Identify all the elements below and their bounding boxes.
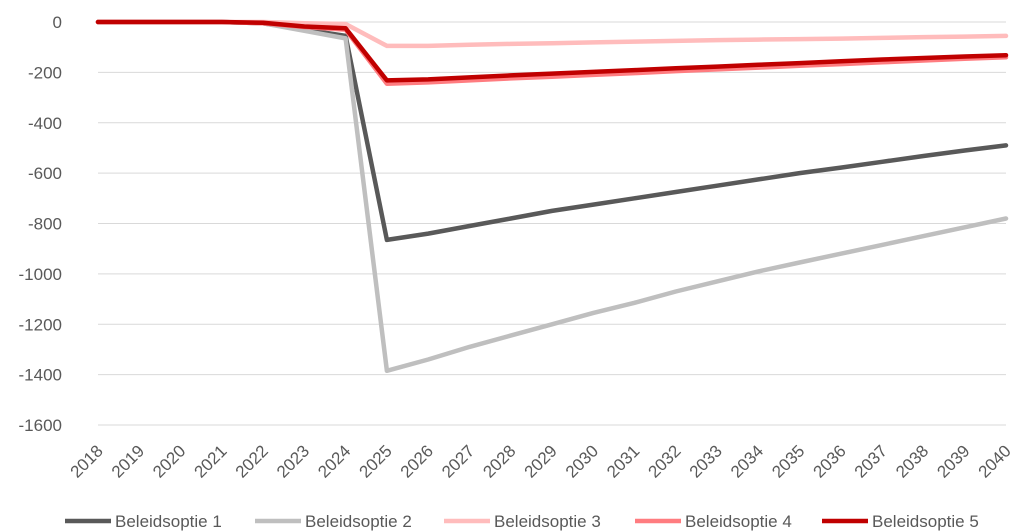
- y-tick-label: 0: [53, 13, 62, 32]
- x-tick-label: 2024: [314, 441, 354, 481]
- legend-item: Beleidsoptie 3: [444, 512, 601, 531]
- x-tick-label: 2027: [438, 441, 478, 481]
- y-tick-label: -1200: [19, 315, 62, 334]
- legend-item: Beleidsoptie 5: [822, 512, 979, 531]
- legend-item: Beleidsoptie 2: [255, 512, 412, 531]
- legend-label: Beleidsoptie 5: [872, 512, 979, 531]
- legend-label: Beleidsoptie 2: [305, 512, 412, 531]
- x-tick-label: 2021: [190, 441, 230, 481]
- legend-item: Beleidsoptie 4: [635, 512, 792, 531]
- x-tick-label: 2028: [479, 441, 519, 481]
- legend-label: Beleidsoptie 3: [494, 512, 601, 531]
- x-tick-label: 2018: [67, 441, 107, 481]
- x-tick-label: 2034: [727, 441, 767, 481]
- x-tick-label: 2029: [521, 441, 561, 481]
- legend: Beleidsoptie 1 Beleidsoptie 2 Beleidsoptie…: [65, 512, 979, 531]
- x-tick-label: 2020: [149, 441, 189, 481]
- x-tick-label: 2022: [232, 441, 272, 481]
- y-tick-label: -1400: [19, 366, 62, 385]
- x-tick-label: 2023: [273, 441, 313, 481]
- x-tick-label: 2032: [644, 441, 684, 481]
- x-tick-label: 2038: [892, 441, 932, 481]
- legend-label: Beleidsoptie 1: [115, 512, 222, 531]
- series-line: [95, 19, 1009, 49]
- y-tick-label: -800: [28, 215, 62, 234]
- series-line: [95, 19, 1009, 83]
- x-axis-tick-labels: 2018 2019 2020 2021 2022 2023 2024 2025 2026 2027…: [67, 441, 1015, 481]
- y-tick-label: -1000: [19, 265, 62, 284]
- x-tick-label: 2030: [562, 441, 602, 481]
- series-line: [95, 19, 1009, 243]
- x-tick-label: 2026: [397, 441, 437, 481]
- x-tick-label: 2025: [356, 441, 396, 481]
- legend-item: Beleidsoptie 1: [65, 512, 222, 531]
- x-tick-label: 2036: [810, 441, 850, 481]
- x-tick-label: 2019: [108, 441, 148, 481]
- series-lines: [95, 19, 1009, 374]
- gridlines: [98, 21, 1006, 426]
- x-tick-label: 2039: [933, 441, 973, 481]
- x-tick-label: 2031: [603, 441, 643, 481]
- x-tick-label: 2033: [686, 441, 726, 481]
- x-tick-label: 2035: [768, 441, 808, 481]
- legend-label: Beleidsoptie 4: [685, 512, 792, 531]
- x-tick-label: 2037: [851, 441, 891, 481]
- y-tick-label: -400: [28, 114, 62, 133]
- y-tick-label: -1600: [19, 416, 62, 435]
- y-axis-tick-labels: 0 -200 -400 -600 -800 -1000 -1200 -1400 -1600: [19, 13, 62, 435]
- y-tick-label: -600: [28, 164, 62, 183]
- y-tick-label: -200: [28, 63, 62, 82]
- x-tick-label: 2040: [975, 441, 1015, 481]
